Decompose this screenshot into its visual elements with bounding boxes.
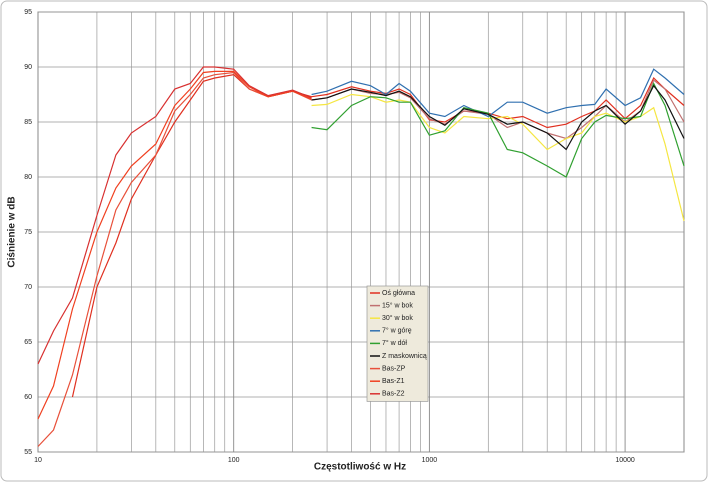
legend-label: Bas-Z1 xyxy=(382,378,405,385)
y-tick-label: 55 xyxy=(24,449,32,456)
legend-label: 15° w bok xyxy=(382,301,413,309)
series-line xyxy=(37,66,312,365)
y-tick-label: 85 xyxy=(24,119,32,126)
legend-label: 30° w bok xyxy=(382,314,413,322)
y-tick-label: 70 xyxy=(24,284,32,291)
legend-label: Oś główna xyxy=(382,290,415,297)
series-line xyxy=(311,84,685,151)
legend-label: 7° w dół xyxy=(382,339,407,347)
x-tick-label: 100 xyxy=(228,457,240,464)
legend-label: Z maskownicą xyxy=(382,353,427,360)
y-tick-label: 95 xyxy=(24,9,32,16)
x-tick-label: 10000 xyxy=(615,457,635,464)
legend-label: 7° w górę xyxy=(382,327,412,335)
x-tick-label: 10 xyxy=(34,457,42,464)
series-line xyxy=(311,68,685,118)
series-line xyxy=(37,71,312,447)
y-tick-label: 60 xyxy=(24,394,32,401)
y-axis-title: Ciśnienie w dB xyxy=(7,196,18,267)
legend: Oś główna 15° w bok 30° w bok 7° w górę 7° w… xyxy=(366,285,429,402)
x-tick-label: 1000 xyxy=(422,457,438,464)
y-tick-label: 65 xyxy=(24,339,32,346)
series-line xyxy=(37,70,312,420)
y-tick-label: 80 xyxy=(24,174,32,181)
x-axis-title: Częstotliwość w Hz xyxy=(314,462,406,473)
legend-label: Bas-ZP xyxy=(382,365,406,372)
series-line xyxy=(311,82,685,178)
y-tick-label: 90 xyxy=(24,64,32,71)
series-line xyxy=(71,74,685,398)
y-tick-label: 75 xyxy=(24,229,32,236)
legend-label: Bas-Z2 xyxy=(382,391,405,398)
